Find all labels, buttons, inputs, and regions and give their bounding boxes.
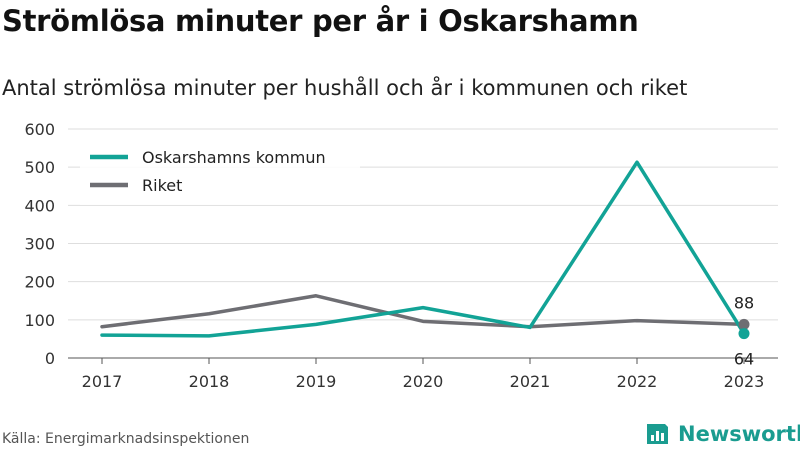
source-note: Källa: Energimarknadsinspektionen [2,431,250,447]
brand: Newsworthy [644,420,800,448]
x-tick-label-2022: 2022 [617,372,658,391]
x-tick-label-2018: 2018 [189,372,230,391]
legend-label-oskarshamns-kommun: Oskarshamns kommun [142,148,326,167]
y-tick-label-600: 600 [24,120,55,139]
end-point-oskarshamns-kommun [738,328,750,340]
end-point-riket [738,318,750,330]
line-chart: 0 100 200 300 400 500 600 2017 2018 2019 2020 2021 2… [24,120,778,391]
x-tick-label-2021: 2021 [510,372,551,391]
x-tick-label-2023: 2023 [724,372,765,391]
y-tick-label-200: 200 [24,273,55,292]
chart-title: Strömlösa minuter per år i Oskarshamn [2,4,639,38]
y-tick-label-0: 0 [45,349,55,368]
x-tick-label-2017: 2017 [82,372,123,391]
data-label-oskarshamns-kommun-2023: 64 [734,350,754,369]
chart-subtitle: Antal strömlösa minuter per hushåll och … [2,76,688,100]
brand-name: Newsworthy [678,422,800,446]
series-line-riket [100,294,746,329]
x-tick-label-2020: 2020 [403,372,444,391]
series-line-oskarshamns-kommun [100,160,746,338]
data-label-riket-2023: 88 [734,293,754,312]
y-tick-label-500: 500 [24,158,55,177]
legend-box [80,143,360,205]
legend-label-riket: Riket [142,176,182,195]
newsworthy-logo-icon [647,424,668,444]
y-tick-label-300: 300 [24,235,55,254]
x-tick-label-2019: 2019 [296,372,337,391]
y-tick-label-400: 400 [24,196,55,215]
y-tick-label-100: 100 [24,311,55,330]
